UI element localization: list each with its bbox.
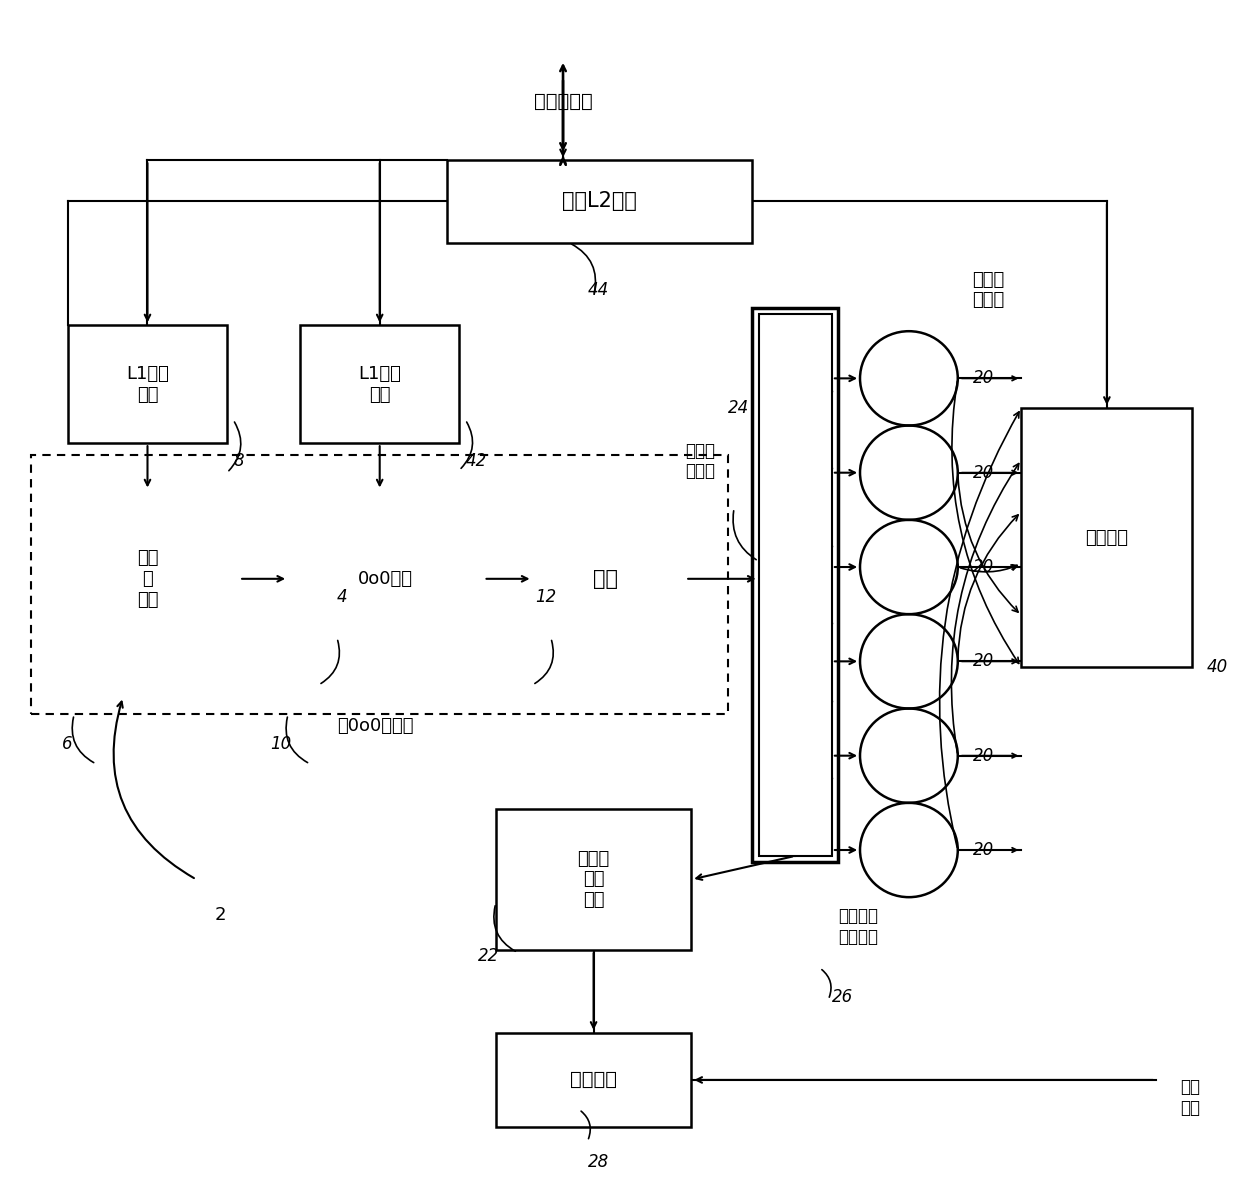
Text: 错误检测: 错误检测 (570, 1070, 618, 1089)
Text: 28: 28 (588, 1154, 609, 1172)
Text: 42: 42 (465, 452, 486, 470)
Text: 错误
信号: 错误 信号 (1180, 1078, 1200, 1117)
Text: 44: 44 (588, 280, 609, 299)
Text: 6: 6 (62, 735, 73, 753)
Bar (288, 490, 484, 667)
Bar (1022, 408, 1193, 667)
Bar (496, 809, 692, 951)
Text: 20: 20 (972, 841, 993, 859)
Text: 20: 20 (972, 370, 993, 388)
Text: 2: 2 (215, 905, 227, 923)
Text: 20: 20 (972, 747, 993, 765)
Bar (753, 308, 838, 861)
Text: 检查器
分配
控制: 检查器 分配 控制 (578, 849, 610, 909)
Text: 检查器
处理器: 检查器 处理器 (972, 271, 1004, 309)
Text: 提取
和
解码: 提取 和 解码 (136, 549, 159, 608)
Text: 共享L2缓存: 共享L2缓存 (562, 192, 637, 211)
Bar (68, 326, 227, 444)
Text: 40: 40 (1207, 659, 1229, 676)
Text: L1指令
缓存: L1指令 缓存 (126, 365, 169, 403)
Text: 12: 12 (534, 587, 557, 606)
Text: 20: 20 (972, 653, 993, 670)
Text: 分区加载
存储日志: 分区加载 存储日志 (838, 907, 878, 946)
Text: 提交: 提交 (593, 569, 619, 589)
Bar (446, 160, 753, 242)
Bar (300, 326, 459, 444)
Text: 4: 4 (337, 587, 347, 606)
Text: 20: 20 (972, 464, 993, 482)
Bar (496, 1033, 692, 1127)
Bar (532, 490, 680, 667)
Text: 24: 24 (728, 398, 749, 416)
Text: 指令缓存: 指令缓存 (1085, 528, 1128, 546)
Text: 0o0硬件: 0o0硬件 (358, 570, 413, 588)
Text: 至主存储器: 至主存储器 (533, 92, 593, 111)
Bar (56, 490, 239, 667)
Bar (31, 455, 728, 715)
Bar (759, 314, 832, 855)
Text: 8: 8 (233, 452, 244, 470)
Text: L1数据
缓存: L1数据 缓存 (358, 365, 402, 403)
Text: 26: 26 (832, 988, 853, 1007)
Text: 10: 10 (270, 735, 291, 753)
Text: 主0o0处理器: 主0o0处理器 (337, 717, 413, 735)
Text: 20: 20 (972, 558, 993, 576)
Text: 寄存器
检查点: 寄存器 检查点 (686, 441, 715, 481)
Text: 22: 22 (477, 947, 498, 965)
